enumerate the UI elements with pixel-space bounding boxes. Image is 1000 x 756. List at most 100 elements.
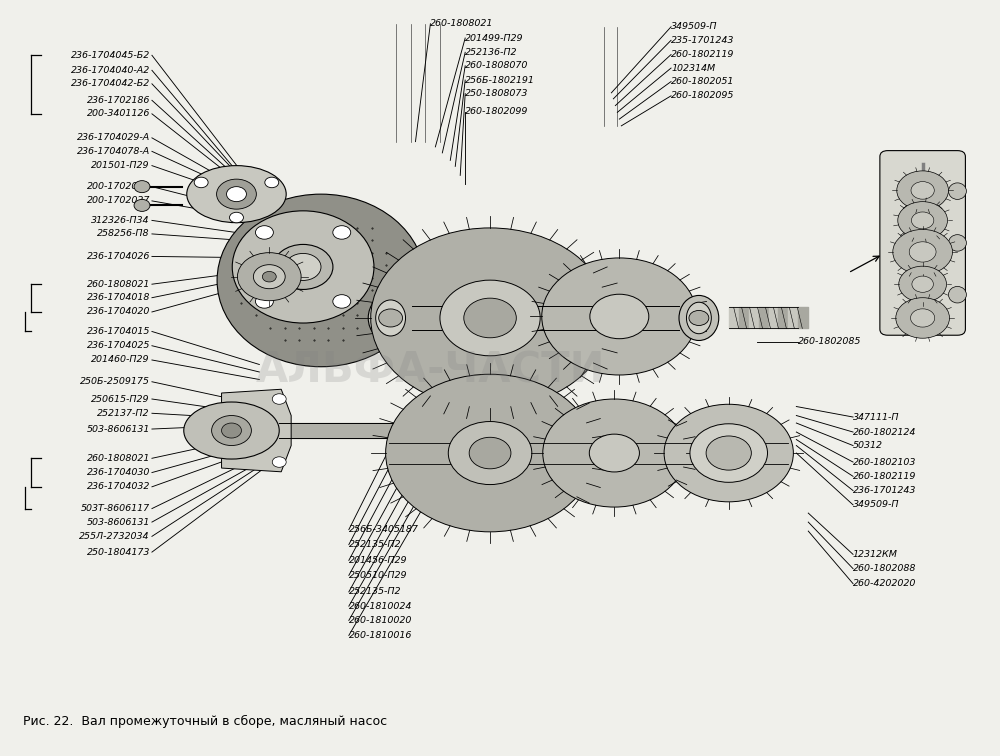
Text: 236-1702186: 236-1702186	[87, 96, 150, 105]
Circle shape	[909, 242, 936, 262]
Text: 236-1704045-Б2: 236-1704045-Б2	[71, 51, 150, 60]
Circle shape	[893, 229, 952, 274]
Text: 260-1802051: 260-1802051	[671, 77, 734, 86]
Text: 50312: 50312	[853, 441, 883, 450]
Text: 260-1808070: 260-1808070	[465, 61, 529, 70]
Text: 260-1810016: 260-1810016	[349, 631, 412, 640]
Circle shape	[333, 295, 351, 308]
Text: 349509-П: 349509-П	[853, 500, 900, 510]
Text: 260-1808021: 260-1808021	[430, 20, 494, 28]
Circle shape	[440, 280, 540, 356]
Circle shape	[589, 434, 639, 472]
Text: 200-3401126: 200-3401126	[87, 110, 150, 119]
Text: 252137-П2: 252137-П2	[97, 409, 150, 418]
Ellipse shape	[184, 402, 279, 459]
Text: 256Б-3405187: 256Б-3405187	[349, 525, 419, 534]
Ellipse shape	[686, 302, 711, 333]
Text: 250Б-2509175: 250Б-2509175	[80, 377, 150, 386]
Circle shape	[265, 177, 279, 187]
Text: 260-1808021: 260-1808021	[87, 280, 150, 289]
Text: 236-1704029-А: 236-1704029-А	[77, 133, 150, 142]
Text: 260-1802124: 260-1802124	[853, 428, 916, 436]
Circle shape	[222, 423, 241, 438]
Text: 255Л-2732034: 255Л-2732034	[79, 531, 150, 541]
Circle shape	[194, 177, 208, 187]
Text: 260-1802099: 260-1802099	[465, 107, 529, 116]
Circle shape	[897, 171, 948, 210]
Circle shape	[386, 374, 594, 531]
Text: Рис. 22.  Вал промежуточный в сборе, масляный насос: Рис. 22. Вал промежуточный в сборе, масл…	[23, 715, 387, 728]
Circle shape	[899, 266, 947, 302]
Ellipse shape	[232, 211, 374, 323]
Circle shape	[272, 457, 286, 467]
Ellipse shape	[948, 287, 966, 303]
Text: 250615-П29: 250615-П29	[91, 395, 150, 404]
Ellipse shape	[368, 293, 413, 342]
Circle shape	[273, 244, 333, 290]
Circle shape	[911, 309, 935, 327]
Text: 201456-П29: 201456-П29	[349, 556, 407, 565]
Text: 250510-П29: 250510-П29	[349, 571, 407, 580]
Text: 236-1704025: 236-1704025	[87, 341, 150, 350]
Text: 235-1701243: 235-1701243	[671, 36, 734, 45]
Text: 260-1802095: 260-1802095	[671, 91, 734, 101]
Circle shape	[371, 228, 609, 408]
Circle shape	[272, 394, 286, 404]
Text: 260-4202020: 260-4202020	[853, 579, 916, 588]
Text: 12312КМ: 12312КМ	[853, 550, 898, 559]
Text: 201499-П29: 201499-П29	[465, 33, 524, 42]
Text: 236-1704020: 236-1704020	[87, 308, 150, 317]
Text: 236-1704040-А2: 236-1704040-А2	[71, 66, 150, 75]
Text: 252135-П2: 252135-П2	[349, 587, 401, 596]
Text: 236-1704078-А: 236-1704078-А	[77, 147, 150, 156]
Circle shape	[911, 181, 934, 199]
Text: 201460-П29: 201460-П29	[91, 355, 150, 364]
Ellipse shape	[376, 300, 406, 336]
Circle shape	[543, 399, 686, 507]
Text: 236-1704032: 236-1704032	[87, 482, 150, 491]
Text: 200-1702083: 200-1702083	[87, 182, 150, 191]
Ellipse shape	[679, 296, 719, 340]
Text: 260-1810024: 260-1810024	[349, 602, 412, 611]
Text: 252135-П2: 252135-П2	[349, 540, 401, 549]
Text: 236-1704042-Б2: 236-1704042-Б2	[71, 79, 150, 88]
Circle shape	[898, 202, 948, 239]
Circle shape	[912, 276, 933, 293]
Circle shape	[230, 212, 243, 223]
Text: 503-8606131: 503-8606131	[87, 518, 150, 527]
Text: 201501-П29: 201501-П29	[91, 161, 150, 170]
Circle shape	[253, 265, 285, 289]
Text: 260-1802119: 260-1802119	[671, 50, 734, 59]
Text: 260-1808021: 260-1808021	[87, 454, 150, 463]
Circle shape	[469, 437, 511, 469]
Text: 252136-П2: 252136-П2	[465, 48, 518, 57]
Text: 260-1802103: 260-1802103	[853, 457, 916, 466]
Circle shape	[262, 271, 276, 282]
Polygon shape	[222, 389, 291, 472]
Text: 250-1804173: 250-1804173	[87, 547, 150, 556]
Text: 236-1701243: 236-1701243	[853, 486, 916, 495]
Text: 236-1704018: 236-1704018	[87, 293, 150, 302]
Ellipse shape	[948, 234, 966, 251]
Text: 347111-П: 347111-П	[853, 413, 900, 422]
Text: 503Т-8606117: 503Т-8606117	[81, 504, 150, 513]
Text: 349509-П: 349509-П	[671, 22, 718, 31]
Text: 236-1704026: 236-1704026	[87, 252, 150, 261]
Circle shape	[237, 253, 301, 301]
Text: АЛЬФА-ЧАСТИ: АЛЬФА-ЧАСТИ	[256, 349, 605, 392]
Circle shape	[464, 298, 516, 338]
Circle shape	[227, 187, 246, 202]
Text: 236-1704015: 236-1704015	[87, 327, 150, 336]
Text: 260-1802119: 260-1802119	[853, 472, 916, 481]
Circle shape	[590, 294, 649, 339]
Circle shape	[448, 422, 532, 485]
Circle shape	[664, 404, 793, 502]
Text: 260-1802085: 260-1802085	[798, 337, 862, 346]
Circle shape	[379, 309, 403, 327]
Circle shape	[896, 298, 949, 338]
Ellipse shape	[217, 194, 425, 367]
Circle shape	[706, 436, 751, 470]
Text: 250-1808073: 250-1808073	[465, 89, 529, 98]
FancyBboxPatch shape	[880, 150, 965, 335]
Circle shape	[134, 181, 150, 193]
